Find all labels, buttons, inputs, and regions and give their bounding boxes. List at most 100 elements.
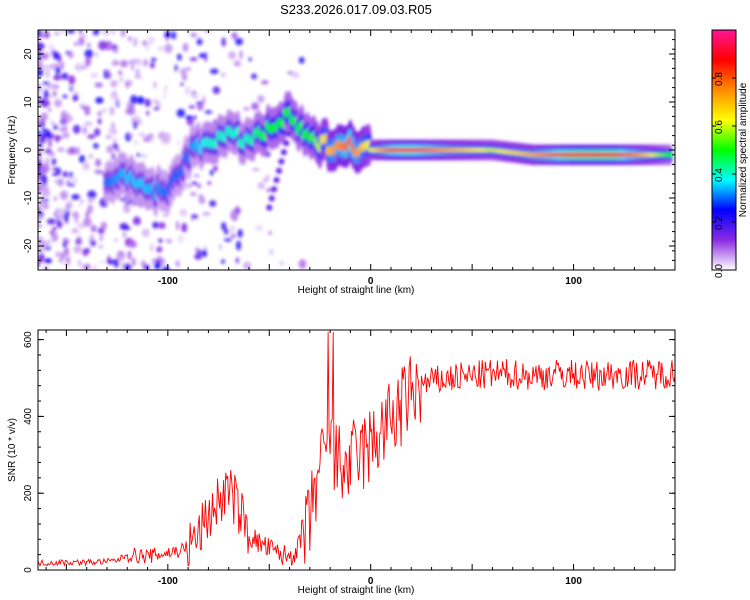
- spectrogram-ridge-cell: [271, 186, 278, 193]
- spectrogram-cell: [74, 216, 79, 224]
- spectrogram-cell: [101, 108, 107, 113]
- spectrogram-cell: [52, 51, 59, 58]
- spectrogram-cell: [142, 59, 149, 67]
- spectrogram-cell: [171, 30, 177, 40]
- spectrogram-cell: [212, 165, 218, 172]
- spectrogram-cell: [122, 231, 127, 238]
- spectrogram-cell: [132, 216, 142, 226]
- spectrogram-cell: [42, 44, 46, 48]
- spectrogram-cell: [113, 98, 119, 104]
- spectrogram-cell: [188, 105, 195, 109]
- spectrogram-cell: [87, 42, 91, 48]
- spectrogram-ridge-cell: [273, 177, 280, 183]
- spectrogram-cell: [62, 171, 69, 178]
- spectrogram-cell: [40, 132, 47, 138]
- spectrogram-cell: [156, 246, 163, 253]
- spectrogram-cell: [82, 248, 89, 257]
- spectrogram-cell: [198, 53, 206, 58]
- spectrogram-cell: [106, 69, 111, 79]
- spectrogram-cell: [92, 264, 97, 270]
- spectrogram-cell: [48, 152, 55, 157]
- spectrogram-cell: [73, 41, 79, 47]
- spectrogram-cell: [57, 220, 63, 229]
- spectrogram-cell: [45, 129, 51, 140]
- spectrogram-cell: [68, 50, 74, 59]
- spectrogram-cell: [193, 115, 197, 121]
- spectrogram-cell: [95, 30, 100, 36]
- spectrogram-cell: [237, 229, 243, 238]
- spectrogram-cell: [260, 80, 269, 85]
- colorbar-gradient: [712, 30, 736, 270]
- spectrogram-cell: [164, 43, 173, 54]
- spectrogram-cell: [68, 75, 76, 85]
- spectrogram-cell: [186, 119, 195, 126]
- spectrogram-cell: [191, 92, 200, 100]
- spectrogram-cell: [202, 212, 211, 216]
- spectrogram-cell: [38, 244, 45, 250]
- spectrogram-cell: [132, 114, 141, 120]
- spectrogram-cell: [61, 30, 65, 36]
- spectrogram-cell: [298, 56, 305, 64]
- x-tick-label: -100: [158, 576, 178, 587]
- spectrogram-cell: [106, 145, 115, 154]
- spectrogram-cell: [44, 149, 53, 153]
- spectrogram-cell: [123, 263, 132, 270]
- spectrogram-cell: [74, 146, 80, 156]
- spectrogram-cell: [153, 106, 160, 111]
- spectrogram-cell: [194, 174, 200, 178]
- spectrogram-cell: [41, 163, 50, 173]
- spectrogram-cell: [60, 115, 67, 125]
- spectrogram-cell: [109, 92, 119, 99]
- spectrogram-cell: [56, 209, 65, 219]
- spectrogram-cell: [198, 194, 204, 198]
- spectrogram-cell: [62, 94, 68, 99]
- spectrogram-cell: [190, 192, 197, 197]
- spectrogram-cell: [128, 36, 132, 42]
- spectrogram-cell: [156, 46, 166, 51]
- spectrogram-ridge-cell: [280, 149, 287, 156]
- y-tick-label: 20: [23, 48, 34, 60]
- spectrogram-cell: [41, 128, 47, 133]
- spectrogram-cell: [38, 41, 44, 51]
- spectrogram-cell: [90, 224, 97, 233]
- spectrogram-cell: [87, 197, 94, 204]
- spectrogram-cell: [220, 72, 226, 78]
- spectrogram-cell: [115, 147, 121, 153]
- spectrogram-cell: [174, 64, 178, 72]
- spectrogram-cell: [202, 95, 206, 105]
- spectrogram-cell: [196, 103, 204, 111]
- spectrogram-cell: [94, 82, 104, 88]
- spectrogram-cell: [198, 196, 206, 205]
- spectrogram-cell: [137, 119, 142, 126]
- spectrogram-cell: [67, 183, 76, 187]
- spectrogram-cell: [57, 147, 65, 152]
- colorbar-tick-label: 0.8: [714, 72, 725, 86]
- spectrogram-ridge-cell: [285, 130, 292, 137]
- colorbar-frame: [711, 29, 737, 271]
- spectrogram-cell: [106, 259, 110, 264]
- spectrogram-cell: [73, 94, 77, 102]
- spectrogram-cell: [163, 135, 171, 145]
- spectrogram-cell: [145, 43, 149, 51]
- spectrogram-cell: [71, 194, 81, 200]
- spectrogram-cell: [163, 84, 169, 92]
- spectrogram-cell: [66, 148, 73, 155]
- spectrogram-cell: [73, 245, 82, 254]
- spectrogram-cell: [109, 106, 115, 116]
- spectrogram-cell: [221, 222, 227, 231]
- spectrogram-cell: [47, 107, 52, 112]
- spectrogram-cell: [84, 49, 94, 59]
- spectrogram-cell: [105, 135, 112, 139]
- spectrogram-cell: [80, 33, 87, 39]
- spectrogram-cell: [85, 56, 92, 67]
- spectrogram-cell: [123, 203, 131, 214]
- spectrogram-cell: [42, 54, 48, 59]
- spectrogram-cell: [130, 58, 138, 65]
- spectrogram-cell: [38, 130, 41, 137]
- spectrogram-cell: [146, 110, 150, 116]
- spectrogram-cell: [72, 124, 81, 134]
- spectrogram-cell: [248, 57, 252, 62]
- spectrogram-cell: [65, 205, 71, 209]
- x-tick-label: 100: [565, 576, 582, 587]
